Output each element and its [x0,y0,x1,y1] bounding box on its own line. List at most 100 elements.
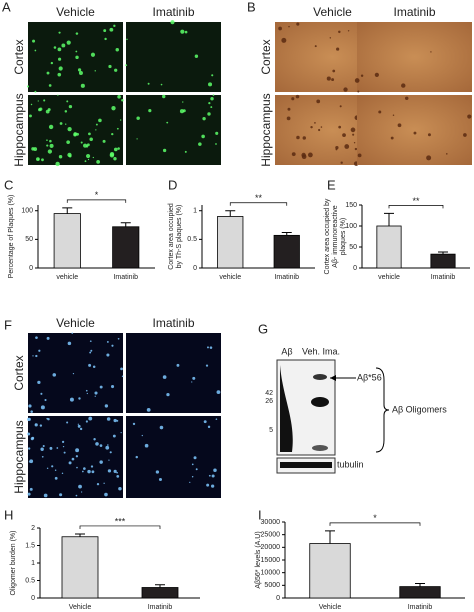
plaque [36,157,40,161]
plaque [58,31,61,34]
plaque [90,349,93,352]
plaque [54,469,57,471]
row-label: Hippocampus [259,93,273,166]
plaque [41,158,44,162]
plaque [43,493,48,498]
plaque [49,446,53,450]
plaque [352,133,355,136]
plaque [392,114,395,117]
plaque [83,467,86,470]
plaque [48,124,54,130]
plaque [80,141,83,144]
y-axis-label: Aβ56* levels (A.U) [255,531,262,588]
x-tick-label: vehicle [56,274,78,281]
plaque [116,471,118,474]
plaque [397,123,402,128]
plaque [340,161,343,164]
plaque [41,455,44,458]
plaque [209,346,213,349]
y-axis-label: Cortex area occupied [168,203,175,270]
plaque [401,83,406,88]
panel-letter: H [4,507,13,522]
plaque [76,466,78,469]
plaque [278,26,282,31]
bar [399,586,441,599]
blot-band [280,365,293,452]
plaque [208,102,211,105]
panel-letter: D [168,177,177,192]
plaque [43,99,46,102]
x-tick-label: Imatinib [274,274,299,281]
plaque [194,54,199,58]
x-tick-label: vehicle [219,274,241,281]
y-tick-label: 1 [193,208,197,215]
plaque [344,144,350,149]
plaque [103,29,107,33]
plaque [109,451,112,454]
micrograph [357,22,472,92]
plaque [26,85,30,88]
plaque [66,100,69,103]
plaque [430,51,432,53]
plaque [180,29,185,34]
plaque [335,148,338,151]
column-label: Vehicle [56,316,95,330]
plaque [125,64,128,67]
plaque [215,418,218,420]
plaque [343,87,348,92]
plaque [353,142,356,144]
plaque [104,492,108,497]
bar [376,225,402,269]
y-tick-label: 0 [193,265,197,272]
y-tick-label: 15000 [261,557,281,564]
plaque [40,447,44,451]
panel-letter: G [258,321,268,336]
plaque [111,106,116,111]
plaque [89,351,92,354]
plaque [32,355,34,357]
plaque [413,131,417,135]
plaque [121,375,124,378]
plaque [354,147,358,151]
plaque [132,422,136,426]
plaque [162,375,167,379]
plaque [75,32,79,35]
plaque [207,112,211,116]
plaque [314,122,316,124]
plaque [66,140,70,145]
plaque [374,72,379,77]
error-bar [384,212,394,226]
plaque [37,100,39,102]
plaque [67,341,72,346]
plaque [77,68,82,72]
x-tick-label: Imatinib [113,274,138,281]
plaque [117,147,120,150]
plaque [96,160,100,164]
plaque [213,468,217,473]
plaque [57,72,62,77]
error-bar [155,584,165,588]
y-axis-label: plaques (%) [340,218,347,255]
plaque [314,45,317,48]
plaque [69,397,74,402]
plaque [207,425,211,429]
plaque [184,30,188,34]
plaque [446,153,448,155]
plaque [342,133,346,138]
bar [217,216,244,269]
plaque [28,461,30,463]
plaque [39,424,43,427]
mw-marker: 26 [265,398,273,405]
plaque [191,476,194,478]
plaque [296,22,300,26]
plaque [336,47,340,51]
plaque [211,474,215,478]
plaque [287,107,291,111]
plaque [95,442,99,446]
plaque [338,125,342,129]
column-label: Imatinib [393,5,435,19]
plaque [357,90,360,93]
plaque [80,491,83,493]
plaque [339,105,342,108]
significance: *** [115,516,126,526]
